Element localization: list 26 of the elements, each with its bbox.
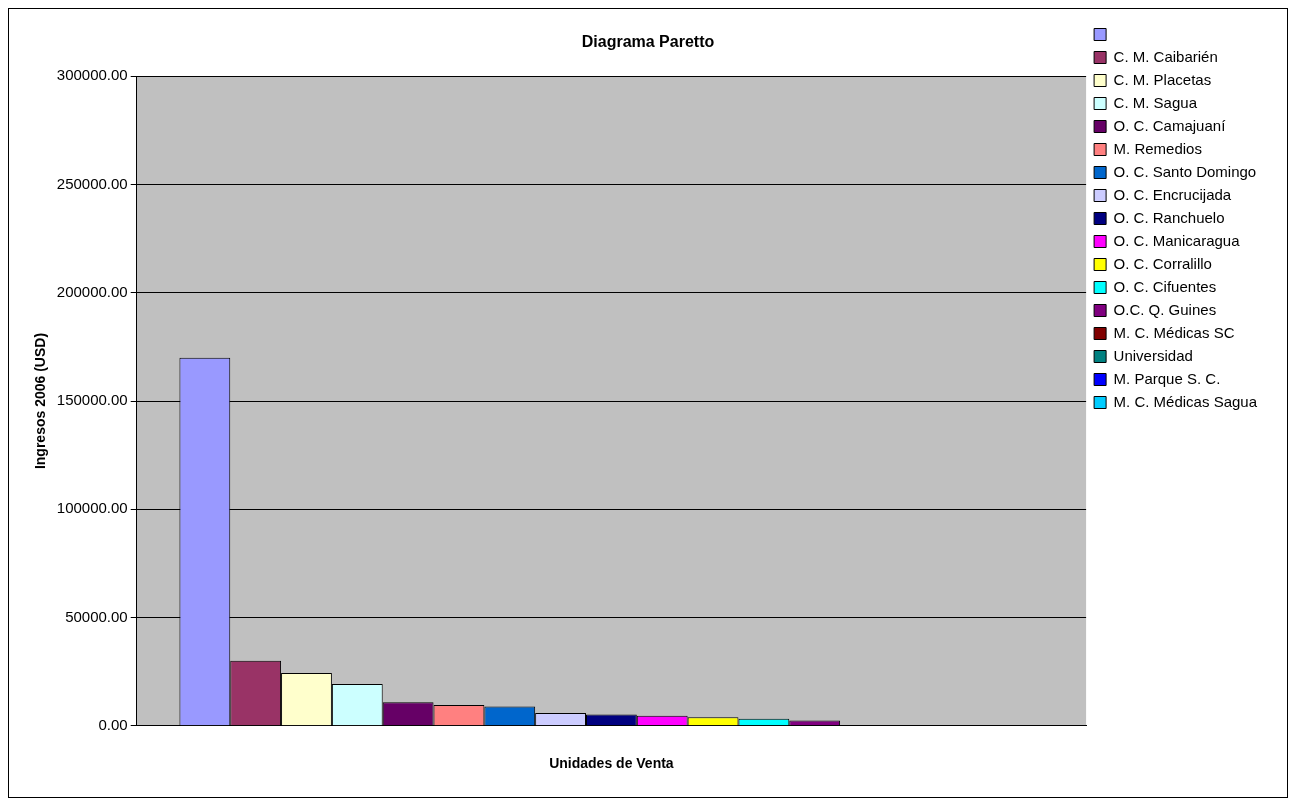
legend-label: O. C. Manicaragua <box>1113 231 1241 249</box>
x-axis-title: Unidades de Venta <box>549 755 674 772</box>
legend-label: O. C. Encrucijada <box>1113 185 1232 203</box>
y-tick-label: 150000.00 <box>56 391 128 409</box>
chart-title: Diagrama Paretto <box>581 33 715 51</box>
legend-label: O.C. Q. Guines <box>1113 300 1217 318</box>
legend-label: M. Parque S. C. <box>1113 369 1221 387</box>
legend-label: Universidad <box>1113 346 1193 364</box>
y-tick-label: 50000.00 <box>65 607 128 625</box>
legend-label: O. C. Ranchuelo <box>1113 208 1225 226</box>
y-tick-label: 200000.00 <box>56 282 128 300</box>
legend-label: C. M. Caibarién <box>1113 47 1218 65</box>
y-tick-label: 250000.00 <box>56 174 128 192</box>
y-tick-label: 0.00 <box>98 715 128 733</box>
legend-label: M. C. Médicas Sagua <box>1113 392 1258 410</box>
legend-label: O. C. Santo Domingo <box>1113 162 1257 180</box>
legend-label: O. C. Corralillo <box>1113 254 1212 272</box>
legend-label: M. Remedios <box>1113 139 1202 157</box>
legend-label: C. M. Sagua <box>1113 93 1198 111</box>
y-axis-title: Ingresos 2006 (USD) <box>32 332 49 470</box>
legend-label: M. C. Médicas SC <box>1113 323 1235 341</box>
legend-label: O. C. Cifuentes <box>1113 277 1217 295</box>
y-tick-label: 300000.00 <box>56 66 128 84</box>
y-tick-label: 100000.00 <box>56 499 128 517</box>
legend-label: C. M. Placetas <box>1113 70 1212 88</box>
legend-label: O. C. Camajuaní <box>1113 116 1227 134</box>
